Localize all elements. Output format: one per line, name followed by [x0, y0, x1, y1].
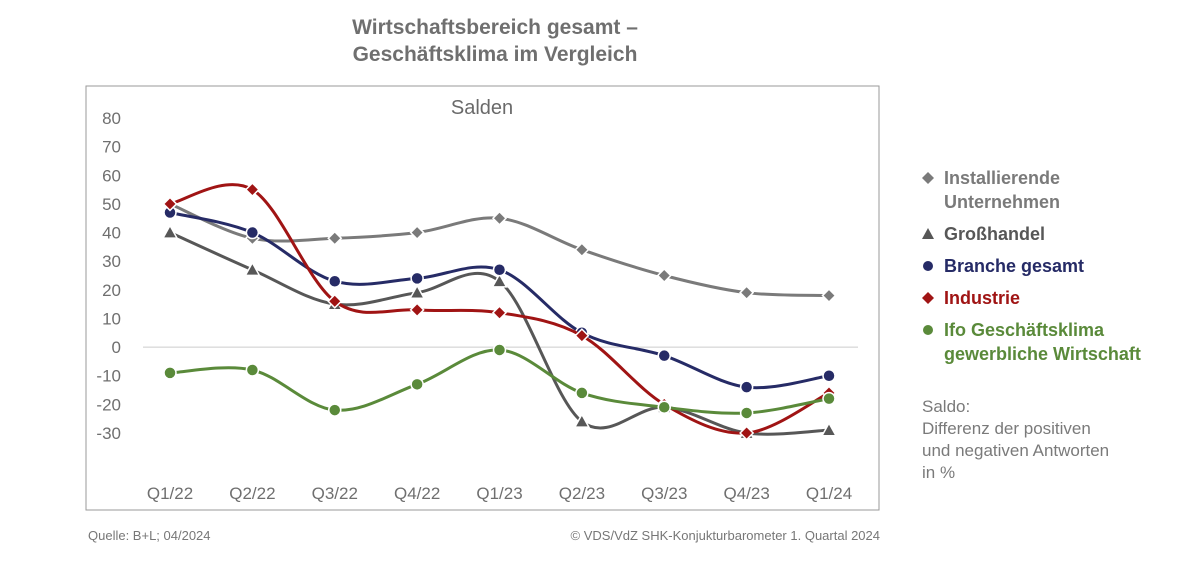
- series-line: [168, 211, 831, 390]
- data-point: [820, 421, 838, 437]
- data-point: [410, 271, 424, 286]
- legend-item: Installierende Unternehmen: [920, 166, 1190, 214]
- data-point: [821, 287, 837, 304]
- legend-label: gewerbliche Wirtschaft: [944, 344, 1141, 364]
- y-tick-label: 80: [102, 109, 121, 128]
- legend-item: Industrie: [920, 286, 1190, 310]
- data-point: [739, 285, 755, 301]
- legend-marker-circle-icon: [923, 325, 933, 335]
- chart-title: Wirtschaftsbereich gesamt – Geschäftskli…: [195, 14, 795, 68]
- legend-label: Branche gesamt: [944, 256, 1085, 276]
- data-point: [328, 274, 342, 288]
- plot-frame: [85, 85, 880, 511]
- x-axis: Q1/22 Q2/22 Q3/22 Q4/22 Q1/23 Q2/23 Q3/23 Q4/23…: [147, 484, 852, 503]
- legend-item: Großhandel: [920, 222, 1190, 246]
- y-tick-label: -20: [96, 395, 121, 414]
- legend-marker-triangle-icon: [922, 228, 934, 239]
- series-2: [163, 205, 836, 394]
- data-point: [739, 406, 754, 420]
- data-point: [409, 302, 425, 318]
- data-point: [410, 377, 424, 392]
- data-point: [573, 413, 591, 428]
- x-tick-label: Q2/23: [559, 484, 605, 503]
- series-1: [161, 224, 838, 440]
- x-tick-label: Q1/24: [806, 484, 852, 503]
- legend-label: Installierende: [944, 168, 1061, 188]
- legend-label: Großhandel: [944, 224, 1046, 244]
- data-point: [327, 293, 343, 309]
- legend-label: Unternehmen: [944, 192, 1061, 212]
- series-layer: [161, 182, 838, 441]
- legend-marker-diamond-icon: [922, 292, 934, 304]
- saldo-note-line-1: Saldo:: [922, 397, 971, 416]
- saldo-note-line-3: und negativen Antworten: [922, 441, 1110, 460]
- data-point: [575, 386, 589, 400]
- data-point: [574, 242, 590, 258]
- data-point: [245, 363, 260, 377]
- series-4: [163, 343, 836, 420]
- data-point: [739, 380, 754, 394]
- data-point: [657, 348, 671, 363]
- data-point: [162, 196, 178, 212]
- saldo-note-line-4: in %: [922, 463, 956, 482]
- legend: Installierende Unternehmen Großhandel Branc…: [920, 166, 1190, 366]
- y-tick-label: 20: [102, 281, 121, 300]
- source-note: Quelle: B+L; 04/2024: [88, 528, 211, 543]
- data-point: [491, 210, 508, 226]
- y-tick-label: -10: [96, 367, 121, 386]
- x-tick-label: Q4/23: [723, 484, 769, 503]
- data-point: [161, 224, 179, 239]
- data-point: [244, 261, 261, 277]
- data-point: [163, 366, 177, 380]
- data-point: [327, 230, 343, 246]
- y-axis: 80 70 60 50 40 30 20 10 0 -10 -20 -30: [96, 109, 121, 443]
- copyright-note: © VDS/VdZ SHK-Konjukturbarometer 1. Quar…: [570, 528, 880, 543]
- chart-subtitle: Salden: [451, 97, 513, 119]
- y-tick-label: 50: [102, 195, 121, 214]
- x-tick-label: Q2/22: [229, 484, 275, 503]
- legend-label: Ifo Geschäftsklima: [944, 320, 1105, 340]
- legend-item: Ifo Geschäftsklima gewerbliche Wirtschaft: [920, 318, 1190, 366]
- saldo-note-line-2: Differenz der positiven: [922, 419, 1091, 438]
- y-tick-label: 0: [112, 338, 121, 357]
- x-tick-label: Q3/23: [641, 484, 687, 503]
- saldo-note: Saldo: Differenz der positiven und negat…: [922, 396, 1182, 484]
- data-point: [492, 343, 507, 357]
- series-line: [168, 231, 831, 436]
- series-line: [168, 348, 831, 415]
- legend-item: Branche gesamt: [920, 254, 1190, 278]
- data-point: [492, 263, 507, 277]
- data-point: [491, 272, 508, 288]
- y-tick-label: 30: [102, 252, 121, 271]
- x-tick-label: Q1/22: [147, 484, 193, 503]
- data-point: [491, 305, 508, 321]
- legend-marker-diamond-icon: [922, 172, 934, 184]
- data-point: [328, 403, 342, 417]
- chart-title-line-2: Geschäftsklima im Vergleich: [352, 43, 638, 66]
- data-point: [409, 224, 425, 241]
- legend-marker-circle-icon: [923, 261, 933, 271]
- x-tick-label: Q3/22: [312, 484, 358, 503]
- y-tick-label: 40: [102, 224, 121, 243]
- data-point: [739, 425, 755, 441]
- y-tick-label: 10: [102, 309, 121, 328]
- data-point: [245, 225, 260, 240]
- data-point: [408, 284, 426, 300]
- y-tick-label: 60: [102, 166, 121, 185]
- y-tick-label: 70: [102, 138, 121, 157]
- data-point: [822, 368, 836, 383]
- x-tick-label: Q1/23: [476, 484, 522, 503]
- x-tick-label: Q4/22: [394, 484, 440, 503]
- data-point: [656, 267, 672, 284]
- data-point: [822, 391, 836, 406]
- data-point: [657, 400, 671, 414]
- legend-label: Industrie: [944, 288, 1021, 308]
- y-tick-label: -30: [96, 424, 121, 443]
- data-point: [574, 328, 590, 344]
- chart-title-line-1: Wirtschaftsbereich gesamt –: [352, 16, 638, 39]
- data-point: [244, 182, 260, 198]
